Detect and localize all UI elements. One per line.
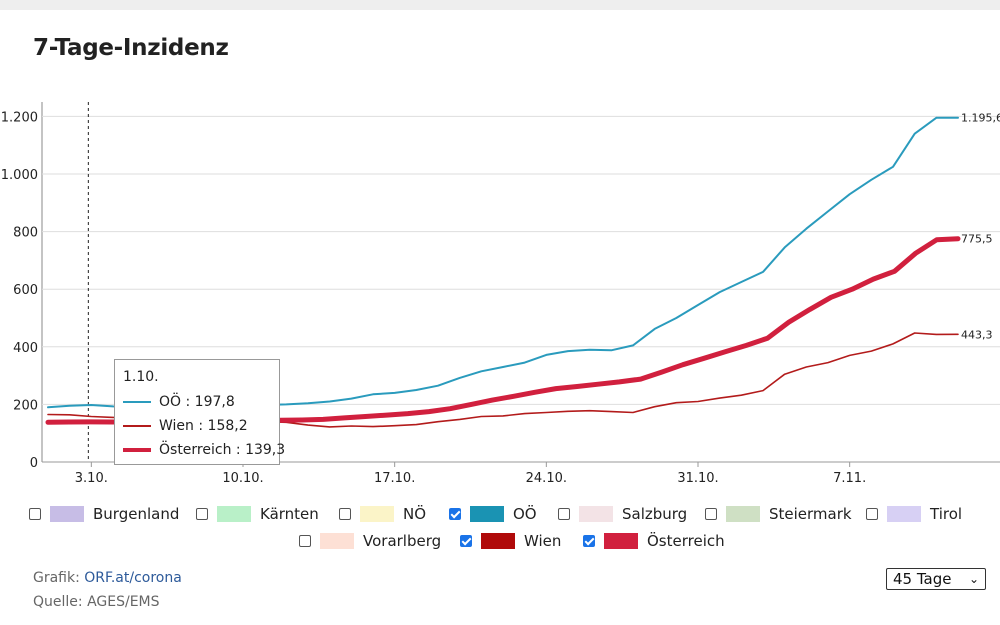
y-tick-label: 1.200 (1, 110, 38, 125)
legend-label: OÖ (513, 505, 537, 523)
x-tick-label: 3.10. (75, 471, 108, 486)
y-tick-label: 200 (13, 398, 38, 413)
x-tick-label: 31.10. (677, 471, 718, 486)
chevron-down-icon: ⌄ (968, 572, 979, 586)
tooltip-swatch (123, 425, 151, 427)
y-tick-label: 1.000 (1, 168, 38, 183)
x-tick-label: 7.11. (833, 471, 866, 486)
legend-label: Burgenland (93, 505, 180, 523)
top-bar (0, 0, 1000, 10)
x-tick-label: 24.10. (526, 471, 567, 486)
legend-label: Tirol (930, 505, 963, 523)
legend-item-kaernten[interactable]: Kärnten (196, 503, 319, 525)
x-tick-label: 17.10. (374, 471, 415, 486)
legend-checkbox[interactable] (29, 508, 41, 520)
legend-checkbox[interactable] (558, 508, 570, 520)
source-grafik: Grafik: ORF.at/corona (33, 570, 182, 586)
legend-checkbox[interactable] (866, 508, 878, 520)
range-select[interactable]: 45 Tage ⌄ (886, 568, 986, 590)
tooltip-value: 158,2 (207, 418, 248, 434)
tooltip-series-name: OÖ (159, 394, 182, 410)
tooltip-series-name: Österreich (159, 442, 232, 458)
end-labels: 1.195,6 443,3 775,5 (961, 112, 1000, 342)
legend-swatch (481, 533, 515, 549)
end-label: 443,3 (961, 328, 993, 341)
y-tick-label: 800 (13, 226, 38, 241)
legend-label: Steiermark (769, 505, 852, 523)
legend-swatch (726, 506, 760, 522)
end-label: 775,5 (961, 233, 993, 246)
legend-label: Kärnten (260, 505, 319, 523)
source-link[interactable]: ORF.at/corona (84, 570, 182, 586)
y-tick-label: 600 (13, 283, 38, 298)
legend-item-ooe[interactable]: OÖ (449, 503, 537, 525)
tooltip-value: 197,8 (194, 394, 235, 410)
legend-swatch (887, 506, 921, 522)
legend-checkbox[interactable] (196, 508, 208, 520)
chart-title: 7-Tage-Inzidenz (33, 35, 229, 61)
hover-tooltip: 1.10. OÖ : 197,8 Wien : 158,2 Österreich… (114, 359, 285, 465)
legend-item-oesterreich[interactable]: Österreich (583, 530, 725, 552)
tooltip-row-oesterreich: Österreich : 139,3 (123, 442, 285, 458)
tooltip-swatch (123, 401, 151, 403)
legend-label: Vorarlberg (363, 532, 442, 550)
legend-swatch (320, 533, 354, 549)
legend-item-steiermark[interactable]: Steiermark (705, 503, 852, 525)
legend-swatch (50, 506, 84, 522)
end-label: 1.195,6 (961, 112, 1000, 125)
y-tick-label: 400 (13, 341, 38, 356)
source-quelle: Quelle: AGES/EMS (33, 594, 160, 610)
tooltip-value: 139,3 (245, 442, 286, 458)
legend-checkbox[interactable] (705, 508, 717, 520)
legend-label: Salzburg (622, 505, 688, 523)
legend-swatch (360, 506, 394, 522)
tooltip-row-wien: Wien : 158,2 (123, 418, 248, 434)
legend-checkbox[interactable] (299, 535, 311, 547)
legend-swatch (470, 506, 504, 522)
x-tick-label: 10.10. (222, 471, 263, 486)
legend-item-salzburg[interactable]: Salzburg (558, 503, 687, 525)
x-axis-ticks: 3.10. 10.10. 17.10. 24.10. 31.10. 7.11. (75, 462, 866, 486)
tooltip-series-name: Wien (159, 418, 194, 434)
legend-item-vorarlberg[interactable]: Vorarlberg (299, 530, 441, 552)
legend-swatch (217, 506, 251, 522)
legend-swatch (579, 506, 613, 522)
tooltip-date: 1.10. (123, 369, 159, 385)
range-select-value: 45 Tage (893, 570, 952, 588)
y-tick-label: 0 (30, 456, 38, 471)
legend-item-wien[interactable]: Wien (460, 530, 561, 552)
legend-item-burgenland[interactable]: Burgenland (29, 503, 179, 525)
y-axis-ticks: 0 200 400 600 800 1.000 1.200 (1, 110, 38, 471)
legend-item-noe[interactable]: NÖ (339, 503, 426, 525)
legend-checkbox[interactable] (583, 535, 595, 547)
tooltip-swatch (123, 448, 151, 452)
legend-checkbox[interactable] (339, 508, 351, 520)
legend-checkbox[interactable] (449, 508, 461, 520)
legend-label: Wien (524, 532, 562, 550)
legend-label: NÖ (403, 505, 427, 523)
legend-label: Österreich (647, 532, 725, 550)
legend-swatch (604, 533, 638, 549)
tooltip-row-oo: OÖ : 197,8 (123, 394, 235, 410)
legend-item-tirol[interactable]: Tirol (866, 503, 962, 525)
legend-checkbox[interactable] (460, 535, 472, 547)
